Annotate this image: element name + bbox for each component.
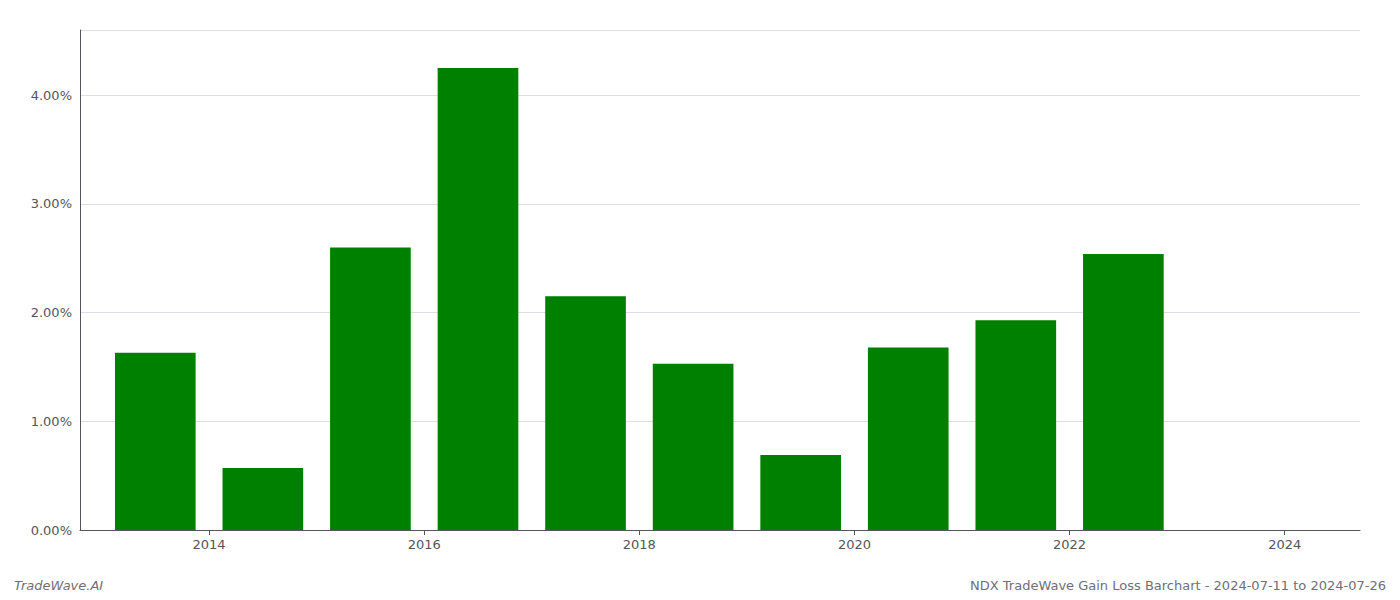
svg-text:2016: 2016 [408,537,441,552]
svg-text:3.00%: 3.00% [31,196,72,211]
svg-text:0.00%: 0.00% [31,523,72,538]
svg-text:2018: 2018 [623,537,656,552]
svg-text:2020: 2020 [838,537,871,552]
svg-text:2024: 2024 [1268,537,1301,552]
svg-text:TradeWave.AI: TradeWave.AI [14,578,103,593]
svg-text:NDX TradeWave Gain Loss Barcha: NDX TradeWave Gain Loss Barchart - 2024-… [970,578,1386,593]
svg-text:2014: 2014 [193,537,226,552]
svg-text:2.00%: 2.00% [31,305,72,320]
svg-text:4.00%: 4.00% [31,88,72,103]
svg-text:1.00%: 1.00% [31,414,72,429]
svg-text:2022: 2022 [1053,537,1086,552]
